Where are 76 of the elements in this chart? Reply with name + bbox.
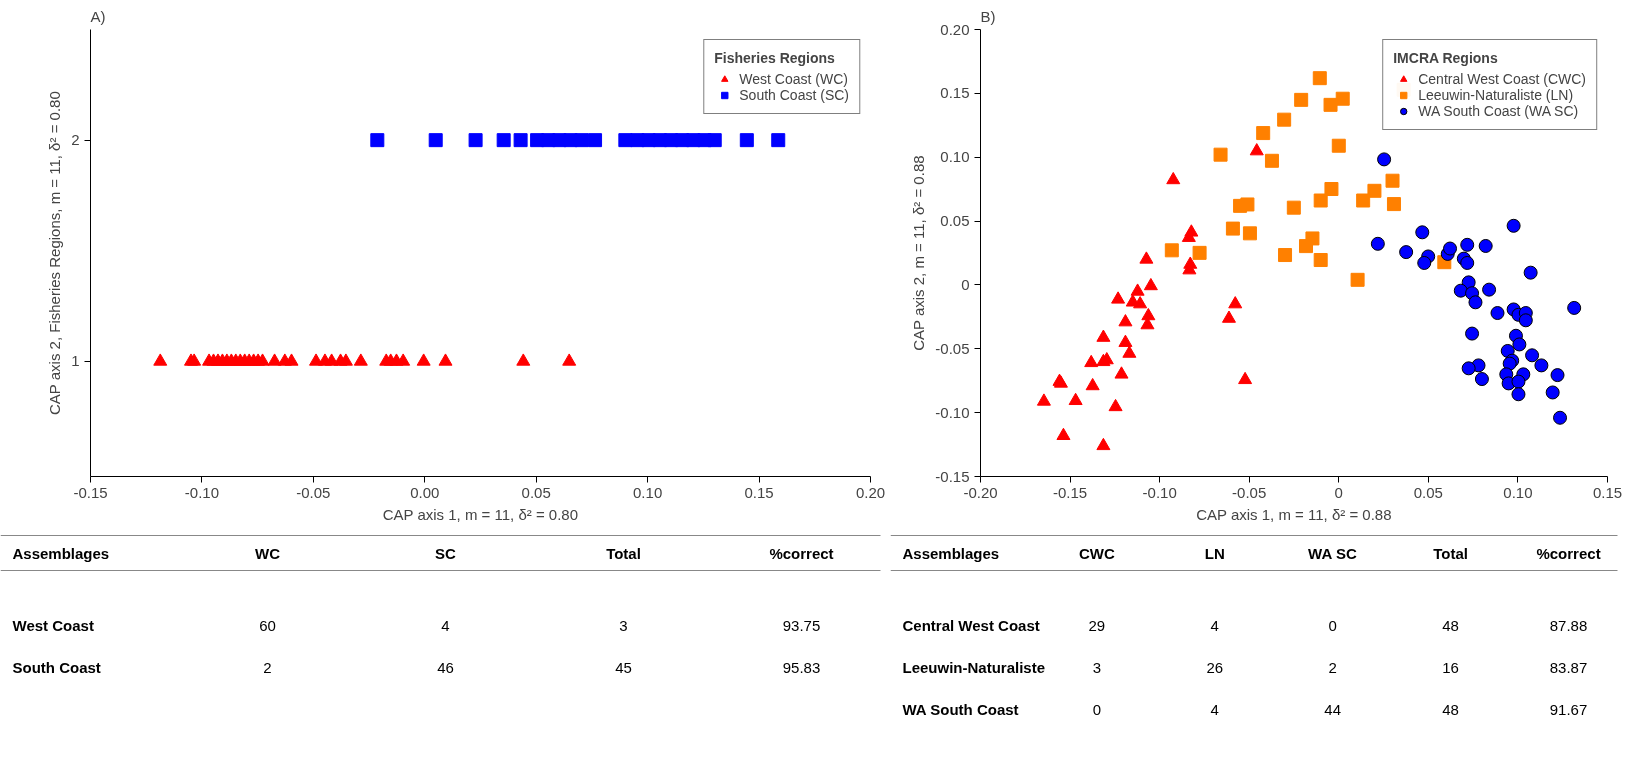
text: 2: [263, 658, 272, 676]
legend-label: South Coast (SC): [739, 87, 849, 103]
text: 44: [1324, 700, 1342, 718]
legend-label: WA South Coast (WA SC): [1418, 103, 1579, 119]
text: 16: [1442, 658, 1459, 676]
y-tick-label: 0.05: [940, 212, 970, 230]
x-tick-label: 0.10: [1503, 483, 1533, 501]
y-tick-label: -0.15: [935, 467, 970, 485]
y-axis-title: CAP axis 2, Fisheries Regions, m = 11, δ² = 0.80: [46, 91, 64, 416]
text: 45: [615, 658, 632, 676]
category-label: Assemblages: [902, 545, 1000, 562]
category-label: Leeuwin-Naturaliste: [902, 659, 1046, 676]
chart-title: A): [90, 7, 106, 25]
text: 29: [1088, 616, 1106, 634]
category-label: West Coast: [12, 617, 94, 634]
text: 87.88: [1549, 616, 1588, 634]
y-tick-label: 1: [71, 352, 80, 370]
y-tick-label: 0.20: [940, 20, 970, 38]
y-tick-label: 0: [961, 275, 970, 293]
category-label: Total: [606, 545, 641, 562]
x-tick-label: 0.15: [1592, 483, 1623, 501]
category-label: CWC: [1078, 545, 1115, 562]
x-tick-label: -0.20: [963, 483, 998, 501]
text: 3: [619, 616, 628, 634]
text: 83.87: [1549, 658, 1588, 676]
x-tick-label: -0.05: [296, 483, 331, 501]
text: 26: [1206, 658, 1224, 676]
y-tick-label: -0.10: [935, 403, 970, 421]
x-tick-label: 0.05: [1413, 483, 1443, 501]
category-label: Central West Coast: [902, 617, 1040, 634]
legend-title: IMCRA Regions: [1393, 50, 1499, 66]
text: 2: [1328, 658, 1337, 676]
text: 46: [437, 658, 454, 676]
x-axis-title: CAP axis 1, m = 11, δ² = 0.88: [1196, 505, 1392, 523]
x-tick-label: 0.05: [521, 483, 551, 501]
text: 91.67: [1549, 700, 1588, 718]
text: 4: [1210, 616, 1219, 634]
chart-title: B): [980, 7, 996, 25]
category-label: WA SC: [1308, 545, 1357, 562]
text: 95.83: [782, 658, 821, 676]
text: 48: [1442, 616, 1459, 634]
text: 48: [1442, 700, 1459, 718]
category-label: WC: [255, 545, 281, 562]
x-tick-label: -0.10: [184, 483, 220, 501]
x-tick-label: 0.00: [410, 483, 440, 501]
text: 4: [1210, 700, 1219, 718]
x-tick-label: 0: [1334, 483, 1343, 501]
x-tick-label: -0.05: [1232, 483, 1267, 501]
category-label: LN: [1204, 545, 1225, 562]
category-label: SC: [435, 545, 457, 562]
x-tick-label: 0.20: [855, 483, 886, 501]
legend-label: Central West Coast (CWC): [1418, 71, 1586, 87]
text: 0: [1092, 700, 1102, 718]
x-tick-label: -0.15: [1052, 483, 1088, 501]
text: 3: [1092, 658, 1102, 676]
legend-label: Leeuwin-Naturaliste (LN): [1418, 87, 1574, 103]
text: 93.75: [782, 616, 821, 634]
y-axis-title: CAP axis 2, m = 11, δ² = 0.88: [910, 155, 928, 351]
category-label: South Coast: [12, 659, 101, 676]
y-tick-label: -0.05: [935, 339, 970, 357]
category-label: %correct: [769, 545, 834, 562]
category-label: Total: [1433, 545, 1468, 562]
category-label: WA South Coast: [902, 701, 1019, 718]
x-tick-label: 0.10: [633, 483, 663, 501]
legend-label: West Coast (WC): [739, 71, 848, 87]
x-axis-title: CAP axis 1, m = 11, δ² = 0.80: [382, 505, 579, 523]
legend-title: Fisheries Regions: [714, 50, 836, 66]
x-tick-label: -0.10: [1142, 483, 1177, 501]
category-label: Assemblages: [12, 545, 110, 562]
category-label: %correct: [1536, 545, 1601, 562]
y-tick-label: 0.15: [940, 84, 970, 102]
text: 4: [441, 616, 450, 634]
x-tick-label: 0.15: [744, 483, 774, 501]
text: 60: [259, 616, 276, 634]
text: 0: [1328, 616, 1337, 634]
y-tick-label: 0.10: [940, 148, 970, 166]
